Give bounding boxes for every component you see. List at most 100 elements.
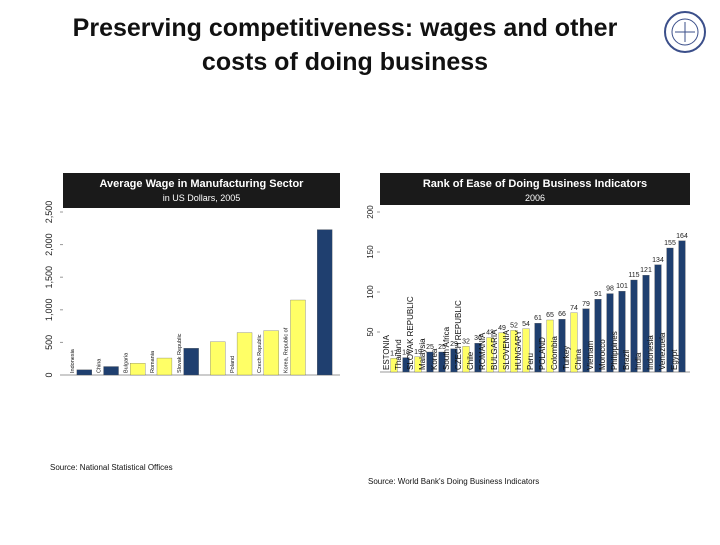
x-tick-label: Colombia bbox=[550, 336, 559, 370]
x-tick-label: Indonesia bbox=[70, 348, 76, 373]
bar bbox=[263, 330, 279, 376]
value-label: 101 bbox=[616, 283, 628, 290]
value-label: 43 bbox=[486, 330, 494, 337]
slide-title: costs of doing business bbox=[202, 48, 488, 76]
bar bbox=[236, 332, 253, 376]
x-tick-label: China bbox=[97, 358, 103, 373]
bar bbox=[414, 356, 422, 373]
y-tick-label: 150 bbox=[366, 245, 375, 259]
value-label: 155 bbox=[664, 240, 676, 247]
bar bbox=[426, 351, 434, 373]
value-label: 91 bbox=[594, 291, 602, 298]
x-tick-label: Turkey bbox=[562, 346, 571, 370]
bar bbox=[594, 299, 602, 373]
x-tick-label: Peru bbox=[526, 353, 535, 370]
y-tick-label: 1,000 bbox=[44, 299, 54, 322]
bar bbox=[522, 328, 530, 373]
bar bbox=[606, 293, 614, 373]
bar bbox=[76, 369, 92, 376]
bar bbox=[438, 351, 446, 373]
x-tick-label: India bbox=[634, 352, 643, 370]
bar bbox=[546, 319, 554, 373]
y-tick-label: 2,000 bbox=[44, 233, 54, 256]
x-tick-label: Korea bbox=[430, 348, 439, 370]
bar bbox=[666, 247, 674, 373]
chart-title: Average Wage in Manufacturing Sector bbox=[100, 178, 305, 190]
x-tick-label: Vietnam bbox=[586, 340, 595, 370]
value-label: 25 bbox=[426, 344, 434, 351]
bar bbox=[678, 240, 686, 373]
x-tick-label: SLOVAK REPUBLIC bbox=[406, 296, 415, 370]
bar bbox=[630, 279, 638, 373]
source-note: Source: World Bank's Doing Business Indi… bbox=[368, 477, 539, 486]
source-note: Source: National Statistical Offices bbox=[50, 463, 173, 472]
value-label: 17 bbox=[390, 350, 398, 357]
x-tick-label: Malaysia bbox=[418, 338, 427, 370]
value-label: 164 bbox=[676, 233, 688, 240]
bar bbox=[462, 346, 470, 373]
bar bbox=[642, 275, 650, 373]
x-tick-label: BULGARIA bbox=[490, 329, 499, 370]
y-tick-label: 100 bbox=[366, 285, 375, 299]
bar bbox=[534, 323, 542, 373]
x-tick-label: HUNGARY bbox=[514, 329, 523, 370]
bar bbox=[402, 357, 410, 373]
chart-subtitle: in US Dollars, 2005 bbox=[163, 193, 241, 203]
bar bbox=[390, 358, 398, 373]
slide-title: Preserving competitiveness: wages and ot… bbox=[73, 14, 618, 42]
bar bbox=[654, 264, 662, 373]
x-tick-label: CZECH REPUBLIC bbox=[454, 300, 463, 370]
x-tick-label: Romania bbox=[150, 350, 156, 373]
x-tick-label: Egypt bbox=[670, 349, 679, 370]
x-tick-label: POLAND bbox=[538, 337, 547, 370]
chart-header bbox=[380, 173, 690, 205]
bar bbox=[498, 332, 506, 373]
x-tick-label: Philippines bbox=[610, 331, 619, 370]
bar bbox=[290, 299, 306, 376]
x-tick-label: Bulgaria bbox=[123, 352, 129, 373]
x-tick-label: SLOVENIA bbox=[502, 329, 511, 370]
bar bbox=[450, 348, 458, 373]
bar bbox=[130, 363, 146, 376]
bar bbox=[103, 366, 119, 376]
bar bbox=[570, 312, 578, 373]
x-tick-label: Morocco bbox=[598, 339, 607, 370]
bar bbox=[558, 319, 566, 373]
x-tick-label: Thailand bbox=[394, 339, 403, 370]
value-label: 61 bbox=[534, 315, 542, 322]
x-tick-label: Czech Republic bbox=[257, 334, 263, 373]
x-tick-label: Chile bbox=[466, 351, 475, 370]
x-tick-label: Poland bbox=[230, 356, 236, 373]
bar bbox=[474, 343, 482, 373]
x-tick-label: Venezuela bbox=[658, 332, 667, 370]
logo bbox=[664, 11, 706, 53]
x-tick-label: Korea, Republic of bbox=[284, 327, 290, 373]
bar bbox=[486, 337, 494, 373]
y-tick-label: 500 bbox=[44, 335, 54, 350]
x-tick-label: ESTONIA bbox=[382, 334, 391, 370]
value-label: 32 bbox=[462, 338, 470, 345]
value-label: 65 bbox=[546, 312, 554, 319]
x-tick-label: Indonesia bbox=[646, 335, 655, 370]
value-label: 79 bbox=[582, 301, 590, 308]
value-label: 36 bbox=[474, 335, 482, 342]
bar bbox=[183, 348, 199, 376]
value-label: 19 bbox=[414, 349, 422, 356]
y-tick-label: 2,500 bbox=[44, 201, 54, 224]
value-label: 29 bbox=[450, 341, 458, 348]
value-label: 49 bbox=[498, 325, 506, 332]
value-label: 54 bbox=[522, 321, 530, 328]
y-tick-label: 50 bbox=[366, 327, 375, 336]
x-tick-label: Slovak Republic bbox=[177, 333, 183, 373]
y-tick-label: 0 bbox=[44, 372, 54, 377]
chart-subtitle: 2006 bbox=[525, 193, 545, 203]
chart-title: Rank of Ease of Doing Business Indicator… bbox=[423, 178, 647, 190]
x-tick-label: South Africa bbox=[442, 326, 451, 370]
value-label: 25 bbox=[438, 344, 446, 351]
value-label: 18 bbox=[402, 350, 410, 357]
bar bbox=[510, 330, 518, 373]
y-tick-label: 1,500 bbox=[44, 266, 54, 289]
